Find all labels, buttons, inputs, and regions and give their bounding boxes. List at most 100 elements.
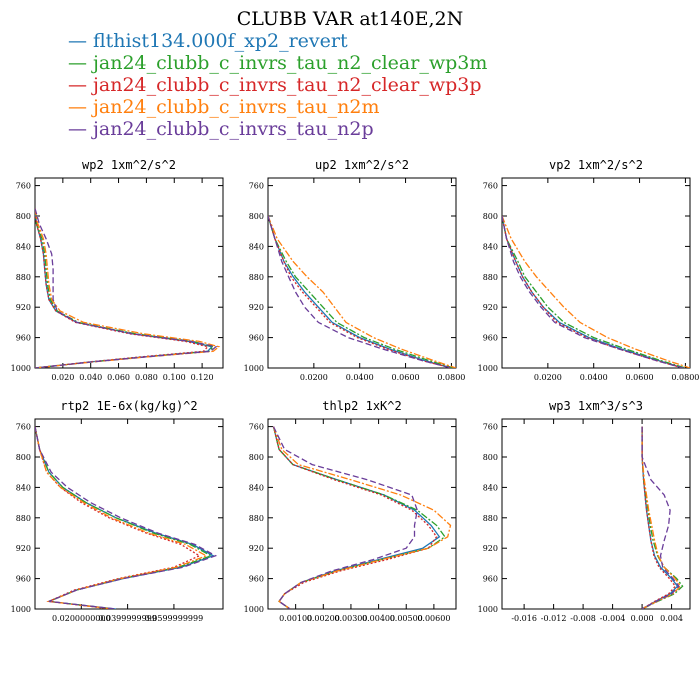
y-tick-label: 880 — [483, 514, 498, 523]
panel-frame — [34, 177, 224, 369]
series-line-5 — [35, 426, 218, 609]
y-tick-label: 840 — [249, 483, 264, 492]
y-tick-label: 1000 — [478, 364, 498, 373]
series-line-2 — [35, 426, 213, 609]
x-tick-label: 0.020 — [51, 373, 74, 382]
y-tick-label: 920 — [249, 303, 264, 312]
x-tick-label: 0.0200000000 — [52, 614, 111, 623]
y-tick-label: 840 — [16, 242, 31, 251]
panel-title: wp2 1xm^2/s^2 — [82, 158, 176, 172]
panel-1: wp2 1xm^2/s^2 760 800 840 880 920 960 1000 0.020… — [11, 158, 224, 382]
y-tick-label: 840 — [16, 483, 31, 492]
x-tick-label: 0.00100 — [279, 614, 312, 623]
panel-frame — [34, 418, 224, 610]
panel-title: vp2 1xm^2/s^2 — [549, 158, 643, 172]
legend: — flthist134.000f_xp2_revert — jan24_clubb_… — [68, 30, 487, 140]
y-tick-label: 800 — [16, 453, 31, 462]
series-line-3 — [502, 215, 684, 368]
legend-label: jan24_clubb_c_invrs_tau_n2m — [93, 96, 380, 118]
y-tick-label: 880 — [16, 514, 31, 523]
y-tick-label: 840 — [483, 242, 498, 251]
panel-6: wp3 1xm^3/s^3 760 800 840 880 920 960 1000 -0.01… — [478, 399, 691, 623]
series-line-5 — [268, 215, 452, 368]
series-line-2 — [641, 426, 684, 609]
y-tick-label: 840 — [249, 242, 264, 251]
x-tick-label: 0.0400 — [346, 373, 374, 382]
panel-title: wp3 1xm^3/s^3 — [549, 399, 643, 413]
series-line-5 — [272, 426, 418, 609]
y-tick-label: 760 — [483, 423, 498, 432]
y-tick-label: 800 — [483, 212, 498, 221]
y-tick-label: 760 — [16, 423, 31, 432]
y-tick-label: 1000 — [244, 605, 264, 614]
x-tick-label: 0.060 — [107, 373, 130, 382]
panel-title: rtp2 1E-6x(kg/kg)^2 — [60, 399, 197, 413]
series-line-4 — [272, 426, 452, 609]
y-tick-label: 920 — [16, 303, 31, 312]
figure-title: CLUBB VAR at140E,2N — [236, 8, 464, 30]
y-tick-label: 960 — [16, 334, 31, 343]
x-tick-label: 0.120 — [191, 373, 214, 382]
legend-label: jan24_clubb_c_invrs_tau_n2_clear_wp3m — [93, 52, 488, 74]
series-line-4 — [502, 215, 690, 368]
legend-swatch: — — [68, 30, 87, 52]
legend-swatch: — — [68, 96, 87, 118]
legend-entry: — jan24_clubb_c_invrs_tau_n2p — [68, 118, 487, 140]
y-tick-label: 880 — [249, 514, 264, 523]
series-line-5 — [641, 426, 680, 609]
series-line-2 — [35, 208, 215, 368]
series-line-3 — [35, 208, 209, 368]
x-tick-label: 0.080 — [135, 373, 158, 382]
y-tick-label: 800 — [249, 212, 264, 221]
y-tick-label: 760 — [249, 423, 264, 432]
series-line-4 — [35, 208, 221, 368]
x-tick-label: 0.0600 — [626, 373, 654, 382]
y-tick-label: 920 — [483, 544, 498, 553]
series-line-3 — [268, 215, 452, 368]
legend-swatch: — — [68, 74, 87, 96]
y-tick-label: 920 — [483, 303, 498, 312]
x-tick-label: 0.0400 — [580, 373, 608, 382]
panel-3: vp2 1xm^2/s^2 760 800 840 880 920 960 1000 0.020… — [478, 158, 700, 382]
y-tick-label: 760 — [16, 182, 31, 191]
x-tick-label: 0.00200 — [307, 614, 340, 623]
series-line-4 — [641, 426, 682, 609]
series-line-5 — [35, 208, 218, 368]
legend-label: flthist134.000f_xp2_revert — [93, 30, 348, 52]
series-line-1 — [272, 426, 441, 609]
panel-title: thlp2 1xK^2 — [322, 399, 401, 413]
x-tick-label: 0.0599999999 — [145, 614, 204, 623]
series-line-1 — [35, 426, 215, 609]
y-tick-label: 880 — [483, 273, 498, 282]
x-tick-label: 0.00500 — [390, 614, 423, 623]
series-line-5 — [502, 215, 684, 368]
x-tick-label: 0.00400 — [362, 614, 395, 623]
y-tick-label: 1000 — [244, 364, 264, 373]
x-tick-label: 0.0600 — [392, 373, 420, 382]
series-line-2 — [268, 215, 454, 368]
y-tick-label: 800 — [483, 453, 498, 462]
x-tick-label: 0.00300 — [334, 614, 367, 623]
legend-entry: — jan24_clubb_c_invrs_tau_n2m — [68, 96, 487, 118]
y-tick-label: 880 — [16, 273, 31, 282]
legend-entry: — flthist134.000f_xp2_revert — [68, 30, 487, 52]
series-line-4 — [268, 215, 456, 368]
series-line-2 — [502, 215, 686, 368]
y-tick-label: 920 — [249, 544, 264, 553]
y-tick-label: 960 — [249, 575, 264, 584]
y-tick-label: 840 — [483, 483, 498, 492]
x-tick-label: 0.0800 — [671, 373, 699, 382]
series-line-3 — [272, 426, 438, 609]
series-line-4 — [35, 426, 208, 609]
x-tick-label: 0.0200 — [300, 373, 328, 382]
panel-title: up2 1xm^2/s^2 — [315, 158, 409, 172]
y-tick-label: 960 — [483, 334, 498, 343]
x-tick-label: 0.100 — [163, 373, 186, 382]
panel-frame — [501, 177, 691, 369]
legend-label: jan24_clubb_c_invrs_tau_n2_clear_wp3p — [93, 74, 482, 96]
y-tick-label: 1000 — [478, 605, 498, 614]
y-tick-label: 960 — [16, 575, 31, 584]
y-tick-label: 1000 — [11, 364, 31, 373]
x-tick-label: -0.008 — [570, 614, 596, 623]
